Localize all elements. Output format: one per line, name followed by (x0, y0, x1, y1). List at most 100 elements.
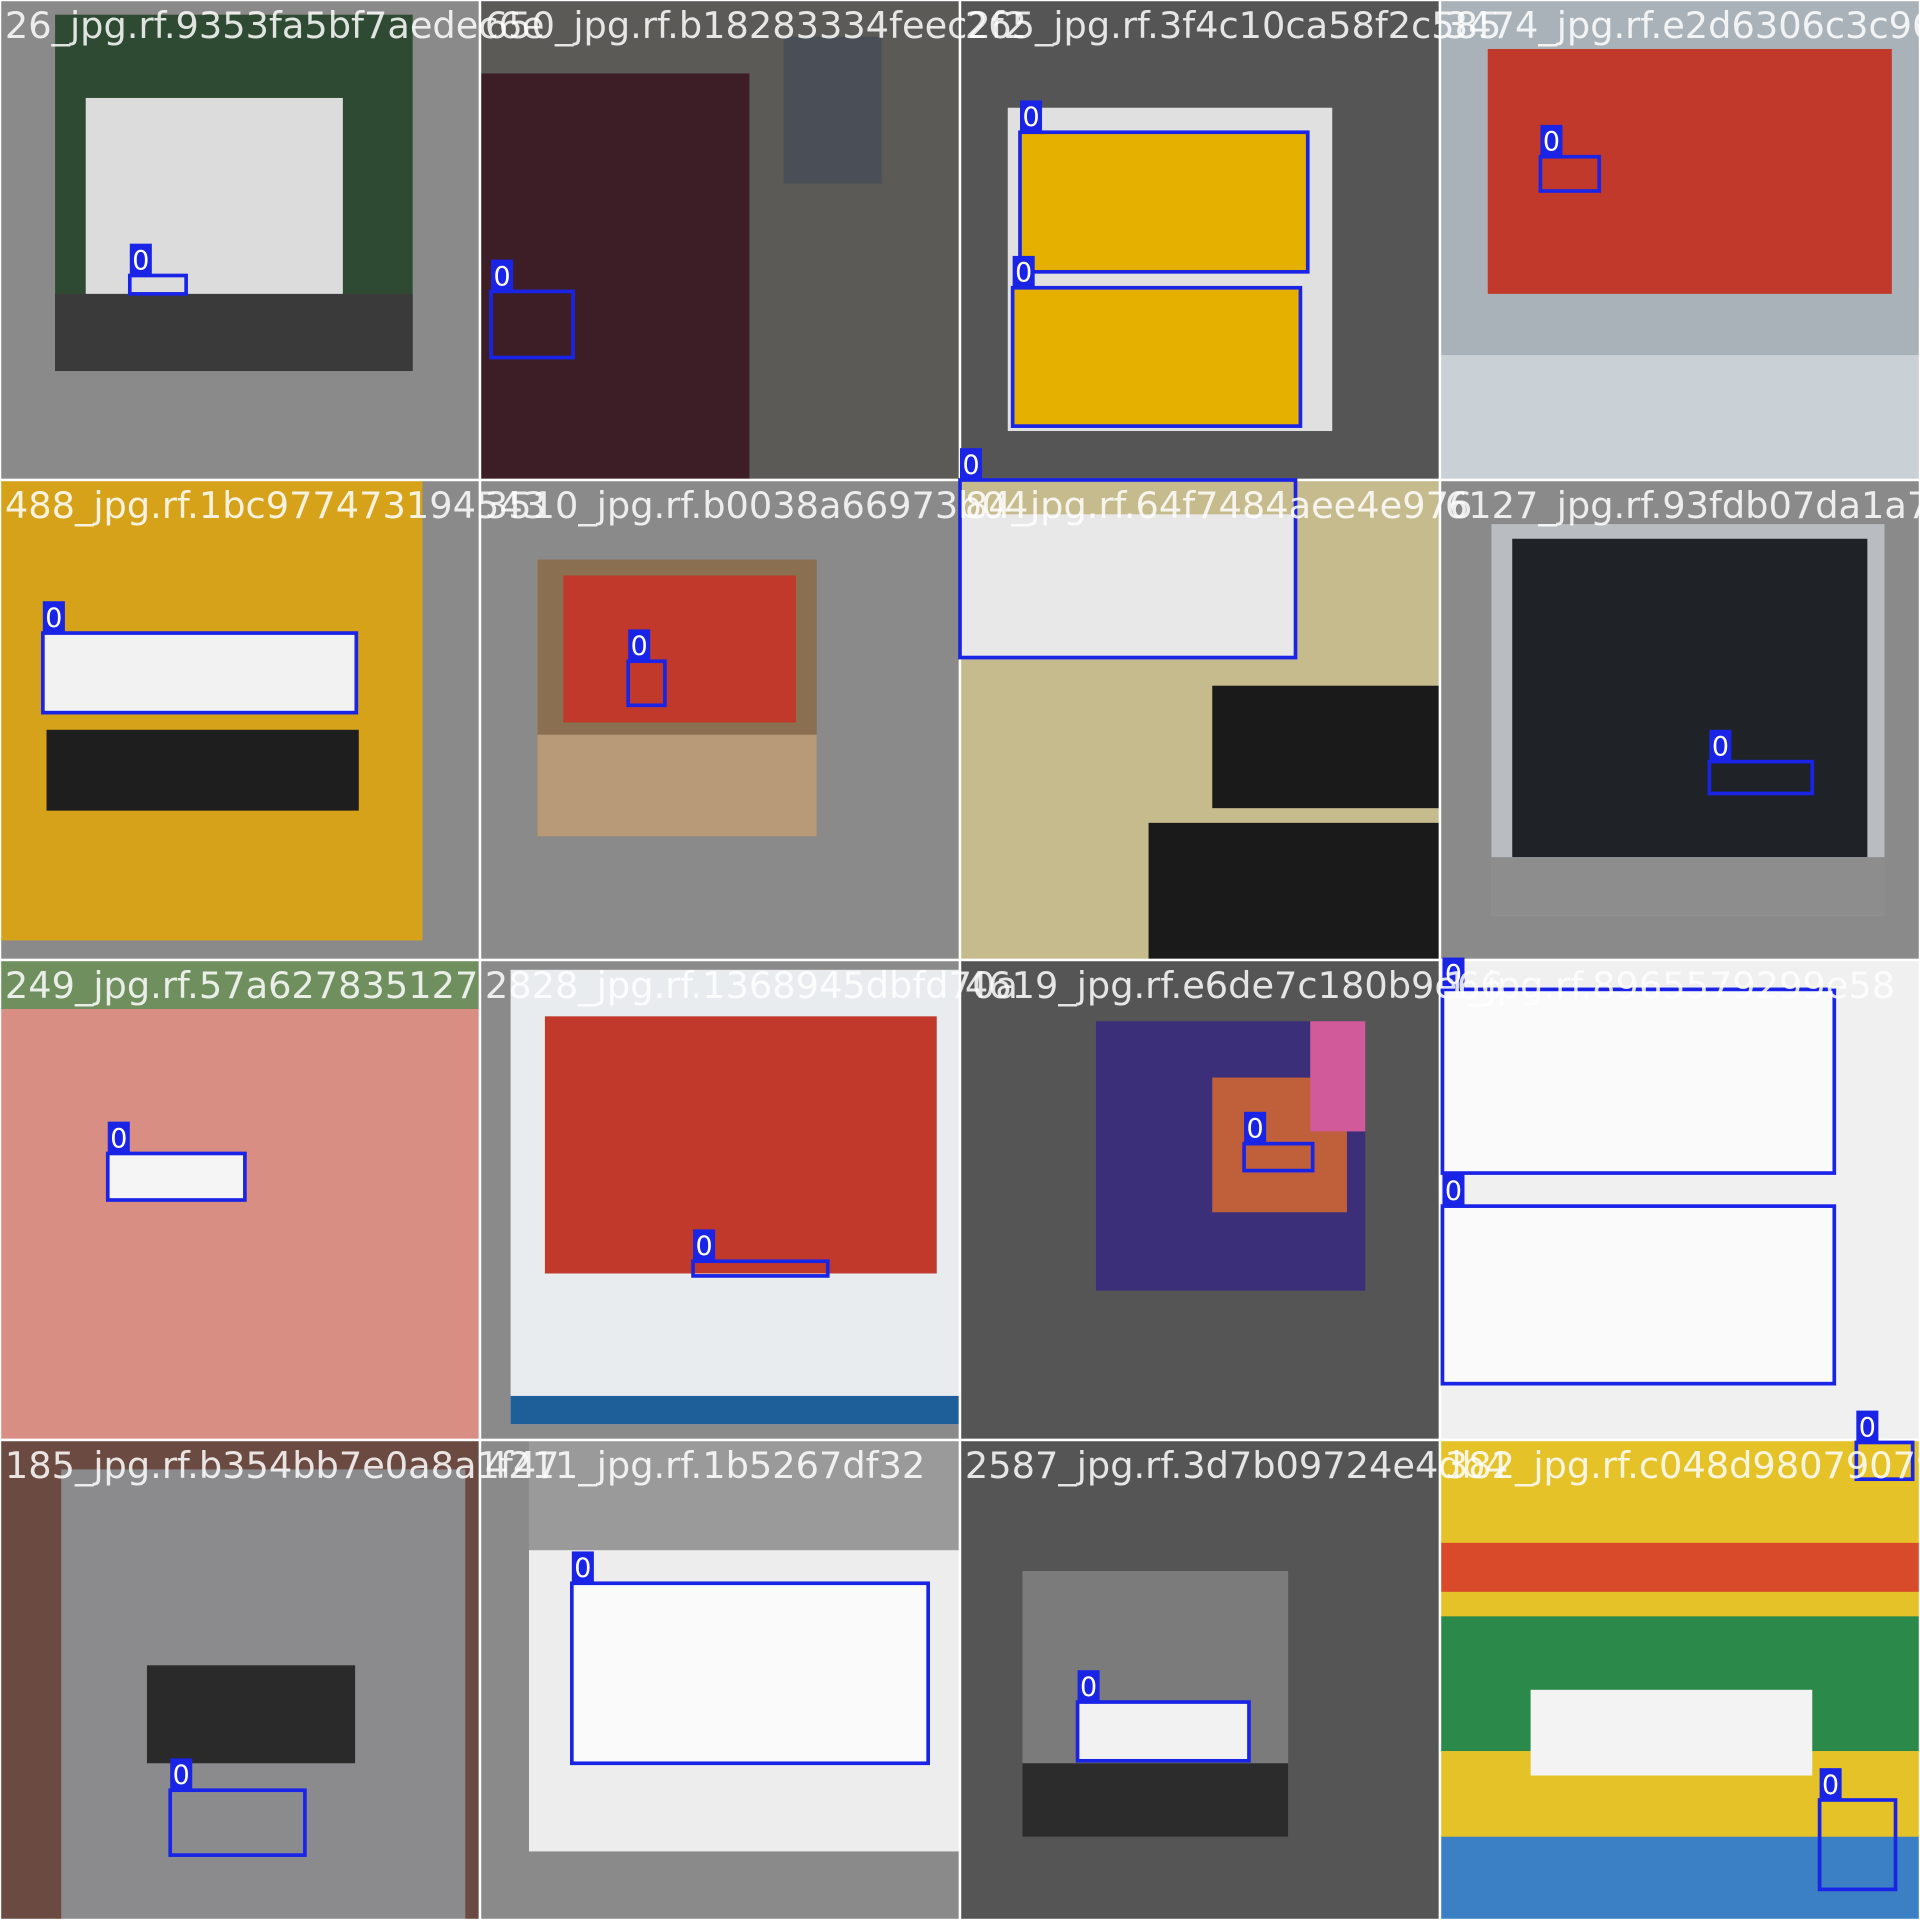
box-label-bg (1020, 100, 1043, 133)
photo-detail (1148, 822, 1440, 960)
photo-detail (0, 960, 480, 1009)
filenames: 26_jpg.rf.9353fa5bf7aedec6e650_jpg.rf.b1… (5, 4, 1920, 1487)
box-label-bg (1709, 729, 1732, 762)
bounding-box (1538, 154, 1602, 193)
box-label: 0 (1445, 959, 1462, 990)
box-label-bg (1244, 1111, 1267, 1144)
box-label-bg (1077, 1670, 1100, 1703)
box-label: 0 (1712, 732, 1729, 763)
filename: 3474_jpg.rf.e2d6306c3c96 (1445, 4, 1920, 47)
photo-detail (1020, 132, 1308, 272)
bounding-box (489, 289, 575, 360)
photo-detail (46, 729, 359, 811)
bounding-box (1854, 1440, 1915, 1482)
box-label: 0 (574, 1553, 591, 1584)
box-label-bg (960, 448, 983, 480)
box-label: 0 (1080, 1672, 1097, 1703)
photo-detail (510, 1395, 960, 1425)
bounding-box (1817, 1798, 1898, 1892)
photo-detail (1012, 287, 1301, 427)
filename: 4211_jpg.rf.1b5267df32 (485, 1444, 925, 1487)
photo-detail (1440, 1542, 1920, 1592)
box-label-bg (129, 243, 152, 276)
photo-detail (1530, 1689, 1813, 1776)
box-label-bg (571, 1551, 594, 1584)
filename: 4619_jpg.rf.e6de7c180b9e66 (965, 964, 1504, 1007)
filename: 3510_jpg.rf.b0038a66973b04 (485, 484, 1028, 527)
box-label-bg (1819, 1768, 1842, 1800)
box-label-bg (107, 1121, 130, 1154)
box-label: 0 (1445, 1176, 1462, 1207)
box-label-bg (1540, 124, 1563, 157)
bounding-box (570, 1581, 930, 1766)
filename: 2828_jpg.rf.1368945dbfd70a (485, 964, 1018, 1007)
boxes: 0 0 0 0 0 0 0 0 0 0 0 0 0 0 0 0 0 0 0 (41, 100, 1915, 1892)
box-label-bg (628, 629, 651, 662)
box-label-bg (42, 601, 65, 634)
box-label: 0 (696, 1231, 713, 1262)
photo-detail (571, 1583, 929, 1764)
box-label: 0 (1247, 1114, 1264, 1145)
filename: 650_jpg.rf.b18283334feec2f2 (485, 4, 1027, 47)
box-label: 0 (1822, 1770, 1839, 1801)
filename: 84_jpg.rf.64f7484aee4e976 (965, 484, 1472, 527)
photo-detail (528, 1440, 960, 1551)
bounding-box (1242, 1141, 1315, 1173)
filename: 2587_jpg.rf.3d7b09724e4db4 (965, 1444, 1508, 1487)
photo-detail (1440, 355, 1920, 480)
box-label: 0 (1022, 102, 1039, 133)
box-label: 0 (45, 603, 62, 634)
photo-detail (1442, 1206, 1835, 1384)
box-label-bg (693, 1229, 716, 1262)
box-label: 0 (493, 261, 510, 292)
filename: 265_jpg.rf.3f4c10ca58f2c585 (965, 4, 1501, 47)
photo-detail (544, 1016, 937, 1274)
box-label-bg (1012, 255, 1035, 288)
bounding-box (691, 1259, 830, 1278)
filename: 185_jpg.rf.b354bb7e0a8a1f47 (5, 1444, 560, 1487)
filename: 26_jpg.rf.9353fa5bf7aedec6e (5, 4, 545, 47)
box-label-bg (1442, 957, 1465, 990)
photo-detail (1512, 538, 1868, 858)
bounding-box (1440, 987, 1837, 1175)
filename: 488_jpg.rf.1bc977473194543 (5, 484, 546, 527)
filename: 249_jpg.rf.57a627835127 (5, 964, 478, 1007)
box-label-bg (170, 1758, 193, 1791)
box-label: 0 (1015, 258, 1032, 289)
box-label: 0 (173, 1760, 190, 1791)
bounding-box (1440, 1204, 1837, 1386)
filename: 382_jpg.rf.c048d980790799c (1445, 1444, 1920, 1487)
box-label-bg (1442, 1174, 1465, 1207)
photo-detail (1212, 685, 1440, 809)
box-label-bg (1856, 1410, 1879, 1443)
filename: 6127_jpg.rf.93fdb07da1a7ec4 (1445, 484, 1920, 527)
box-label: 0 (1543, 127, 1560, 158)
photo-detail (1442, 989, 1835, 1174)
bounding-box (168, 1788, 307, 1857)
photo-detail (1487, 48, 1892, 294)
bounding-box (127, 273, 188, 296)
box-label: 0 (132, 245, 149, 276)
bounding-box (1010, 285, 1303, 428)
filename: 1_jpg.rf.8965579299e58 (1445, 964, 1895, 1007)
box-label: 0 (1859, 1412, 1876, 1443)
photo-detail (783, 36, 882, 184)
photo-detail (1440, 1836, 1920, 1920)
bounding-box (105, 1151, 247, 1202)
photo-detail (42, 633, 357, 713)
photo-detail (1491, 857, 1885, 916)
bounding-box (1707, 759, 1815, 796)
photo-detail (960, 514, 1296, 658)
photo-detail (1310, 1021, 1366, 1132)
photo-detail (1022, 1763, 1289, 1837)
photo-detail (55, 293, 413, 372)
bounding-box (41, 631, 359, 715)
photo-detail (146, 1665, 356, 1764)
box-label: 0 (962, 450, 979, 481)
box-label: 0 (631, 631, 648, 662)
bounding-box (1075, 1700, 1251, 1763)
box-label-bg (491, 259, 514, 292)
